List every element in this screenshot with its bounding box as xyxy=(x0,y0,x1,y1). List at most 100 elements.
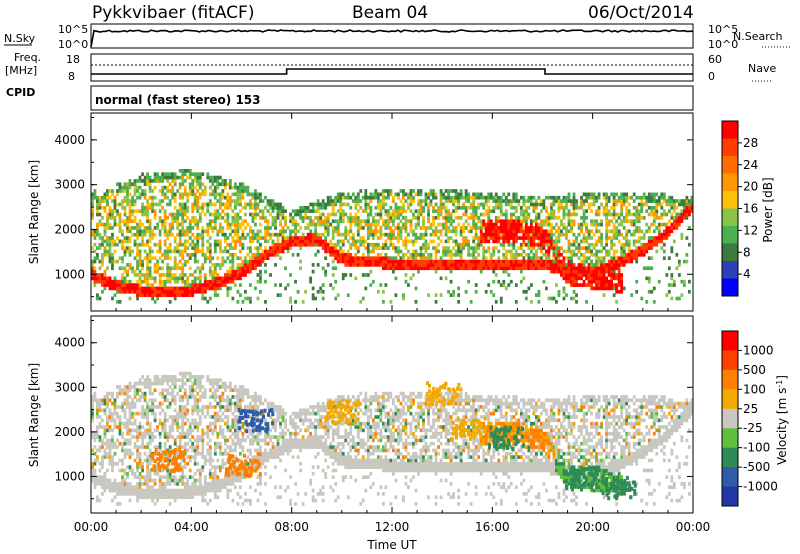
power-cell xyxy=(497,279,501,284)
power-cell xyxy=(514,229,518,234)
velocity-cell xyxy=(96,458,99,463)
power-cell xyxy=(226,289,230,294)
velocity-cell xyxy=(113,408,117,413)
power-cell xyxy=(259,216,262,220)
velocity-cell xyxy=(166,391,170,396)
power-cell xyxy=(660,202,664,207)
power-cell xyxy=(254,232,257,237)
power-cell xyxy=(126,202,129,207)
station-title: Pykkvibaer (fitACF) xyxy=(92,3,254,23)
velocity-cell xyxy=(103,398,107,403)
power-cell xyxy=(522,199,526,203)
power-cell xyxy=(166,185,170,190)
power-cell xyxy=(216,185,220,190)
power-cell xyxy=(499,266,503,271)
power-cell xyxy=(402,293,405,297)
power-cell xyxy=(570,252,573,257)
power-cell xyxy=(487,222,491,227)
velocity-cell xyxy=(146,428,149,433)
power-cell xyxy=(472,202,476,207)
power-cell xyxy=(474,256,478,261)
power-cell xyxy=(136,226,139,230)
power-cell xyxy=(319,289,323,294)
power-cell xyxy=(439,205,443,210)
power-cell xyxy=(176,279,180,284)
power-cell xyxy=(680,212,684,217)
power-cell xyxy=(492,266,496,271)
power-cell xyxy=(645,266,649,271)
velocity-cell xyxy=(173,488,177,493)
power-cell xyxy=(454,209,458,213)
power-cell xyxy=(675,222,679,227)
velocity-cell xyxy=(123,441,127,446)
power-cell xyxy=(532,205,536,210)
power-cell xyxy=(331,266,335,271)
power-cell xyxy=(158,283,162,287)
power-cell xyxy=(314,226,318,230)
power-cell xyxy=(469,212,473,217)
power-cell xyxy=(502,199,506,203)
velocity-cell xyxy=(136,461,139,466)
power-cell xyxy=(662,236,666,240)
power-cell xyxy=(354,242,358,247)
power-cell xyxy=(198,192,202,197)
power-cell xyxy=(595,212,598,217)
velocity-cell xyxy=(156,375,160,379)
velocity-cell xyxy=(161,408,165,413)
power-cell xyxy=(452,226,456,230)
power-cell xyxy=(351,219,355,224)
power-cell xyxy=(133,283,137,287)
power-cell xyxy=(575,276,578,281)
power-cell xyxy=(376,289,380,294)
power-cell xyxy=(434,300,438,304)
power-cell xyxy=(545,232,548,237)
velocity-cell xyxy=(146,485,149,490)
velocity-cell xyxy=(106,445,109,449)
power-cell xyxy=(467,263,471,267)
power-cell xyxy=(111,199,114,203)
power-cell xyxy=(203,256,207,261)
power-cell xyxy=(168,229,172,234)
power-cell xyxy=(306,216,310,220)
power-cell xyxy=(557,195,561,200)
power-cell xyxy=(213,185,217,190)
velocity-cell xyxy=(171,488,175,493)
power-cell xyxy=(572,219,576,224)
power-cell xyxy=(555,222,558,227)
power-cell xyxy=(261,216,265,220)
power-cell xyxy=(143,249,147,254)
power-cell xyxy=(519,263,523,267)
power-cell xyxy=(389,236,393,240)
power-cell xyxy=(439,209,443,213)
power-cell xyxy=(557,239,561,244)
power-cell xyxy=(98,212,102,217)
power-cell xyxy=(136,189,139,193)
velocity-cell xyxy=(158,441,162,446)
power-cell xyxy=(384,195,388,200)
power-cell xyxy=(482,266,486,271)
power-cell xyxy=(479,239,483,244)
power-cell xyxy=(454,205,458,210)
power-cell xyxy=(233,202,237,207)
power-cell xyxy=(246,259,250,264)
power-cell xyxy=(565,263,568,267)
power-cell xyxy=(166,286,170,291)
power-cell xyxy=(514,222,518,227)
power-cell xyxy=(251,229,255,234)
power-cell xyxy=(244,226,247,230)
power-cell xyxy=(326,195,330,200)
power-cell xyxy=(319,202,323,207)
power-cell xyxy=(223,205,227,210)
velocity-cell xyxy=(181,371,185,376)
power-cell xyxy=(562,212,566,217)
velocity-cell xyxy=(146,458,149,463)
power-cell xyxy=(484,289,488,294)
velocity-cell xyxy=(108,448,112,453)
power-cell xyxy=(384,252,388,257)
power-cell xyxy=(650,289,654,294)
power-cell xyxy=(384,266,388,271)
power-cell xyxy=(439,222,443,227)
power-cell xyxy=(123,283,127,287)
power-cell xyxy=(409,202,413,207)
power-cell xyxy=(111,286,114,291)
